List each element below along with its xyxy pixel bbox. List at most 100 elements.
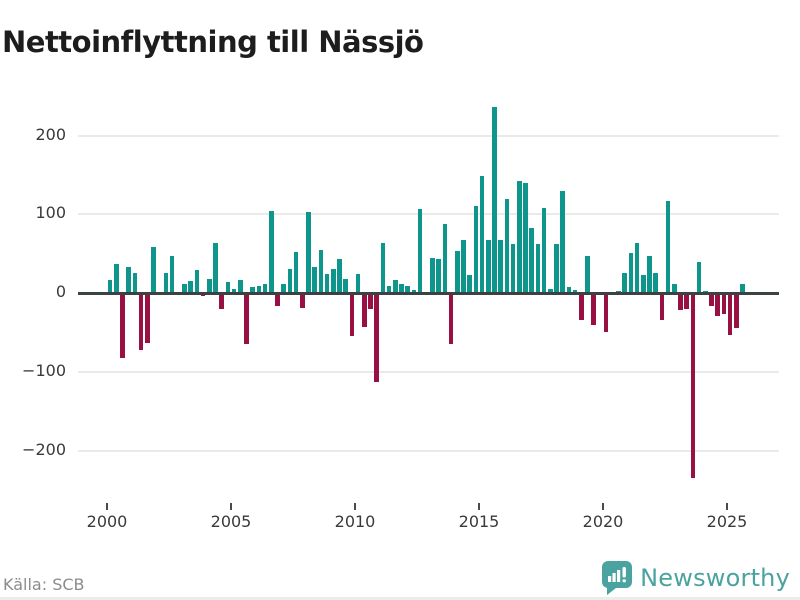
bar bbox=[337, 259, 342, 293]
bar bbox=[256, 285, 262, 293]
bar bbox=[690, 293, 696, 479]
bar bbox=[318, 250, 324, 293]
x-axis-tick bbox=[230, 503, 232, 510]
zero-axis-line bbox=[78, 291, 779, 295]
bar bbox=[727, 293, 733, 335]
gridline-200 bbox=[78, 134, 779, 137]
bar bbox=[163, 273, 169, 293]
bar bbox=[535, 244, 541, 293]
x-axis-label: 2025 bbox=[706, 512, 748, 531]
bar bbox=[200, 293, 206, 297]
bar bbox=[244, 293, 249, 345]
bar bbox=[448, 293, 454, 345]
bar bbox=[368, 293, 373, 309]
bar bbox=[405, 285, 410, 293]
x-axis-label: 2010 bbox=[334, 512, 376, 531]
bar bbox=[349, 293, 355, 336]
bar bbox=[591, 293, 596, 326]
bar bbox=[740, 284, 745, 293]
bar bbox=[250, 286, 255, 293]
bar bbox=[721, 293, 727, 315]
bar bbox=[442, 224, 448, 293]
bar bbox=[523, 182, 528, 293]
x-axis-tick bbox=[478, 503, 480, 510]
bar bbox=[709, 293, 714, 306]
bar bbox=[461, 240, 466, 293]
newsworthy-logo[interactable]: Newsworthy bbox=[601, 561, 790, 595]
bar bbox=[169, 255, 175, 293]
bar bbox=[225, 281, 231, 293]
bar bbox=[479, 176, 485, 293]
x-axis-label: 2000 bbox=[86, 512, 128, 531]
bar bbox=[182, 284, 187, 293]
bar bbox=[238, 279, 243, 293]
x-axis-tick bbox=[106, 503, 108, 510]
bar bbox=[628, 252, 634, 293]
y-axis-label: −200 bbox=[22, 439, 66, 459]
bar bbox=[399, 283, 404, 293]
bar bbox=[306, 211, 311, 293]
bar bbox=[554, 244, 559, 293]
bar bbox=[331, 268, 336, 293]
bar bbox=[579, 293, 584, 320]
bar bbox=[517, 181, 522, 293]
bar bbox=[486, 240, 491, 293]
bar bbox=[541, 207, 547, 293]
bar bbox=[262, 284, 268, 293]
bar bbox=[207, 278, 212, 293]
bar bbox=[107, 279, 113, 293]
y-axis-label: −100 bbox=[22, 360, 66, 380]
bar bbox=[126, 267, 131, 293]
bar bbox=[659, 293, 665, 320]
bar bbox=[715, 293, 720, 316]
bar bbox=[300, 293, 305, 308]
bar bbox=[194, 270, 200, 293]
bar bbox=[473, 205, 479, 293]
bar bbox=[622, 272, 627, 293]
bar bbox=[566, 286, 572, 293]
bar bbox=[287, 268, 293, 293]
bar bbox=[213, 242, 218, 293]
bar bbox=[132, 272, 138, 293]
bar bbox=[374, 293, 379, 382]
y-axis-label: 0 bbox=[55, 282, 66, 301]
bar bbox=[430, 258, 435, 293]
bar bbox=[393, 279, 398, 293]
page-title: Nettoinflyttning till Nässjö bbox=[2, 25, 424, 60]
bar bbox=[572, 289, 578, 293]
gridline--200 bbox=[78, 449, 779, 452]
bar bbox=[324, 274, 330, 293]
x-axis-tick bbox=[726, 503, 728, 510]
bar bbox=[734, 293, 739, 329]
bar bbox=[510, 244, 516, 293]
bar bbox=[678, 293, 683, 310]
bottom-border bbox=[0, 597, 800, 600]
bar bbox=[436, 259, 441, 293]
bar bbox=[560, 191, 565, 293]
gridline--100 bbox=[78, 370, 779, 373]
bar bbox=[362, 293, 367, 327]
bar bbox=[647, 255, 652, 293]
bar bbox=[498, 240, 503, 293]
newsworthy-logo-text: Newsworthy bbox=[640, 564, 790, 592]
bar bbox=[467, 274, 472, 293]
bar bbox=[380, 242, 386, 293]
x-axis-tick bbox=[602, 503, 604, 510]
newsworthy-logo-icon bbox=[601, 561, 633, 595]
bar bbox=[145, 293, 150, 344]
bar bbox=[455, 251, 460, 293]
bar bbox=[529, 228, 534, 293]
bar bbox=[504, 199, 510, 293]
bar bbox=[641, 274, 646, 293]
bar bbox=[151, 246, 156, 293]
bar bbox=[293, 252, 299, 293]
x-axis-tick bbox=[354, 503, 356, 510]
bar bbox=[672, 284, 677, 293]
y-axis-label: 200 bbox=[35, 124, 66, 144]
bar bbox=[231, 289, 237, 293]
bar bbox=[492, 107, 497, 293]
bar bbox=[275, 293, 280, 307]
bar bbox=[281, 283, 286, 293]
bar bbox=[548, 289, 553, 293]
bar bbox=[120, 293, 125, 358]
